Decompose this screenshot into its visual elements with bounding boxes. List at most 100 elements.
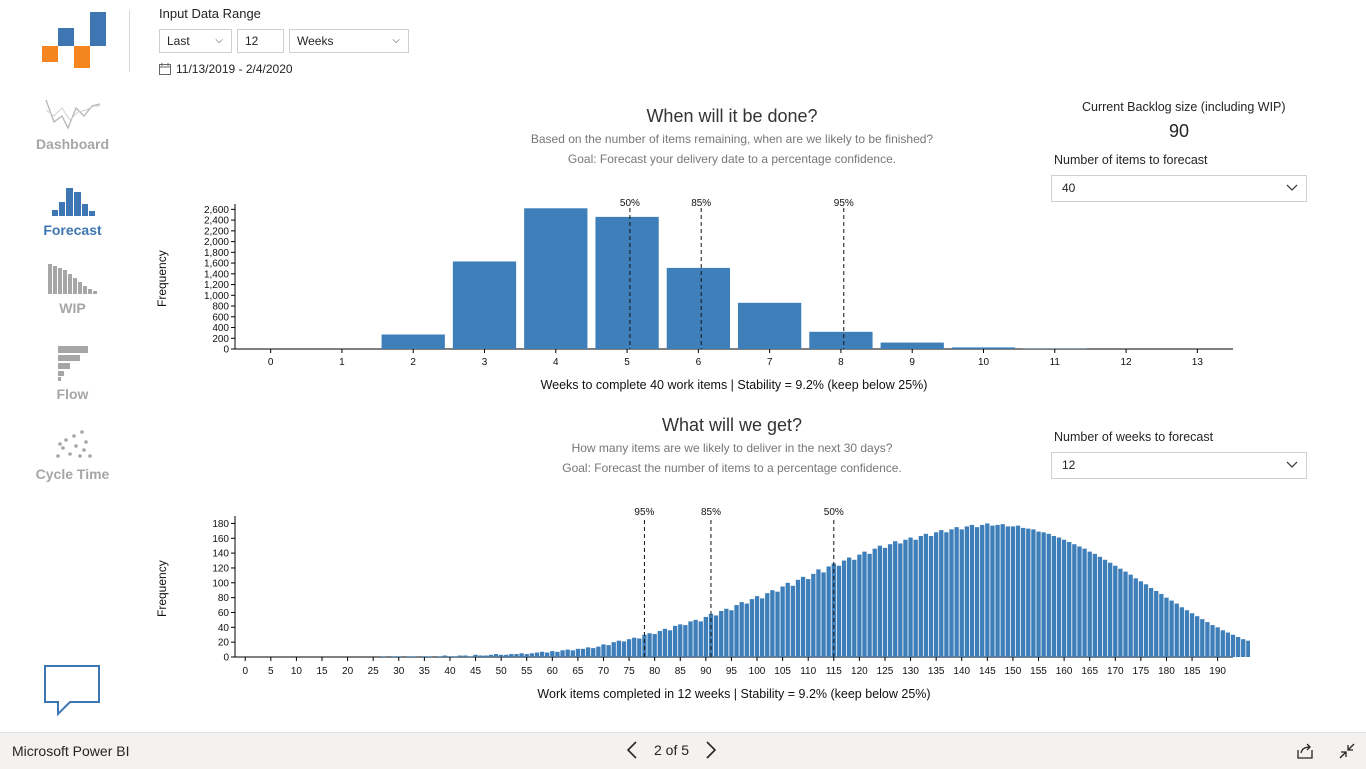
chevron-left-icon[interactable] [626,741,638,759]
histogram-bar [653,634,657,657]
histogram-bar [903,540,907,657]
histogram-bar [1057,538,1061,657]
histogram-bar [842,561,846,657]
histogram-bar [596,647,600,657]
histogram-bar [934,532,938,657]
histogram-bar [382,335,445,350]
histogram-bar [1215,627,1219,657]
histogram-bar [668,630,672,657]
histogram-bar [693,620,697,657]
histogram-bar [612,642,616,657]
weeks-to-forecast-value: 12 [1062,458,1075,472]
histogram-bar [770,590,774,657]
histogram-bar [647,633,651,657]
histogram-bar [806,579,810,657]
histogram-bar [673,626,677,657]
histogram-bar [867,554,871,657]
x-tick-label: 25 [368,666,380,677]
forecast2-title: What will we get? [532,415,932,436]
backlog-value: 90 [1169,121,1189,142]
range-count-input[interactable]: 12 [237,29,284,53]
nav-item-forecast[interactable]: Forecast [20,184,125,238]
range-count-value: 12 [245,34,258,48]
histogram-bar [1118,569,1122,657]
histogram-bar [954,527,958,657]
percentile-label: 50% [824,507,844,518]
histogram-bar [601,644,605,657]
histogram-bar [952,347,1015,349]
histogram-bar [484,656,488,657]
page-indicator: 2 of 5 [654,742,689,758]
nav-item-cycle-time[interactable]: Cycle Time [20,426,125,482]
forecast2-subtitle2: Goal: Forecast the number of items to a … [482,461,982,475]
x-tick-label: 120 [851,666,868,677]
x-tick-label: 45 [470,666,482,677]
chart2-ylabel: Frequency [155,557,169,617]
histogram-bar [775,592,779,657]
x-tick-label: 185 [1184,666,1201,677]
flow-bars-icon [46,344,100,382]
histogram-bar [1144,584,1148,657]
histogram-bar [980,525,984,657]
comment-icon[interactable] [42,664,102,718]
histogram-bar [791,586,795,657]
range-unit-value: Weeks [297,34,333,48]
forecast1-subtitle2: Goal: Forecast your delivery date to a p… [482,152,982,166]
x-tick-label: 65 [572,666,584,677]
weeks-to-forecast-label: Number of weeks to forecast [1054,430,1213,444]
weeks-to-forecast-dropdown[interactable]: 12 [1051,452,1307,479]
percentile-label: 95% [834,198,854,209]
histogram-bar [458,656,462,657]
histogram-bar [499,655,503,657]
histogram-bar [975,527,979,657]
percentile-label: 85% [701,507,721,518]
histogram-bar [801,577,805,657]
histogram-bar [479,656,483,657]
histogram-bar [738,303,801,349]
histogram-bar [1221,630,1225,657]
calendar-icon [159,63,171,75]
nav-item-dashboard[interactable]: Dashboard [20,96,125,152]
range-unit-dropdown[interactable]: Weeks ⌵ [289,29,409,53]
items-to-forecast-label: Number of items to forecast [1054,153,1208,167]
x-tick-label: 1 [339,357,345,365]
x-tick-label: 35 [419,666,431,677]
histogram-bar [939,530,943,657]
share-icon[interactable] [1296,742,1314,760]
histogram-bar [1062,540,1066,657]
range-mode-dropdown[interactable]: Last ⌵ [159,29,232,53]
histogram-bar [407,656,411,657]
histogram-bar [1164,598,1168,657]
histogram-bar [995,525,999,657]
histogram-bar [1021,528,1025,657]
x-tick-label: 115 [826,666,842,677]
histogram-bar [944,532,948,657]
histogram-bar [1036,532,1040,657]
nav-item-flow[interactable]: Flow [20,344,125,402]
y-tick-label: 100 [212,578,229,589]
histogram-bar [888,544,892,657]
backlog-label: Current Backlog size (including WIP) [1082,100,1286,114]
x-tick-label: 165 [1081,666,1098,677]
app-logo [40,12,110,72]
histogram-bar [688,621,692,657]
histogram-bar [1093,554,1097,657]
chart1-ylabel: Frequency [155,247,169,307]
nav-label-dashboard: Dashboard [20,136,125,152]
y-tick-label: 80 [218,593,230,604]
histogram-bar [550,651,554,657]
nav-item-wip[interactable]: WIP [20,262,125,316]
nav-label-forecast: Forecast [20,222,125,238]
x-tick-label: 135 [928,666,945,677]
x-tick-label: 2 [410,357,416,365]
histogram-bar [427,656,431,657]
y-tick-label: 200 [212,334,229,345]
histogram-bar [1236,637,1240,657]
brand-name: Microsoft Power BI [12,743,129,759]
exit-fullscreen-icon[interactable] [1338,742,1356,760]
histogram-bar [862,552,866,657]
histogram-bar [1103,560,1107,657]
chevron-right-icon[interactable] [705,741,717,759]
histogram-bar [898,543,902,657]
x-tick-label: 75 [624,666,636,677]
